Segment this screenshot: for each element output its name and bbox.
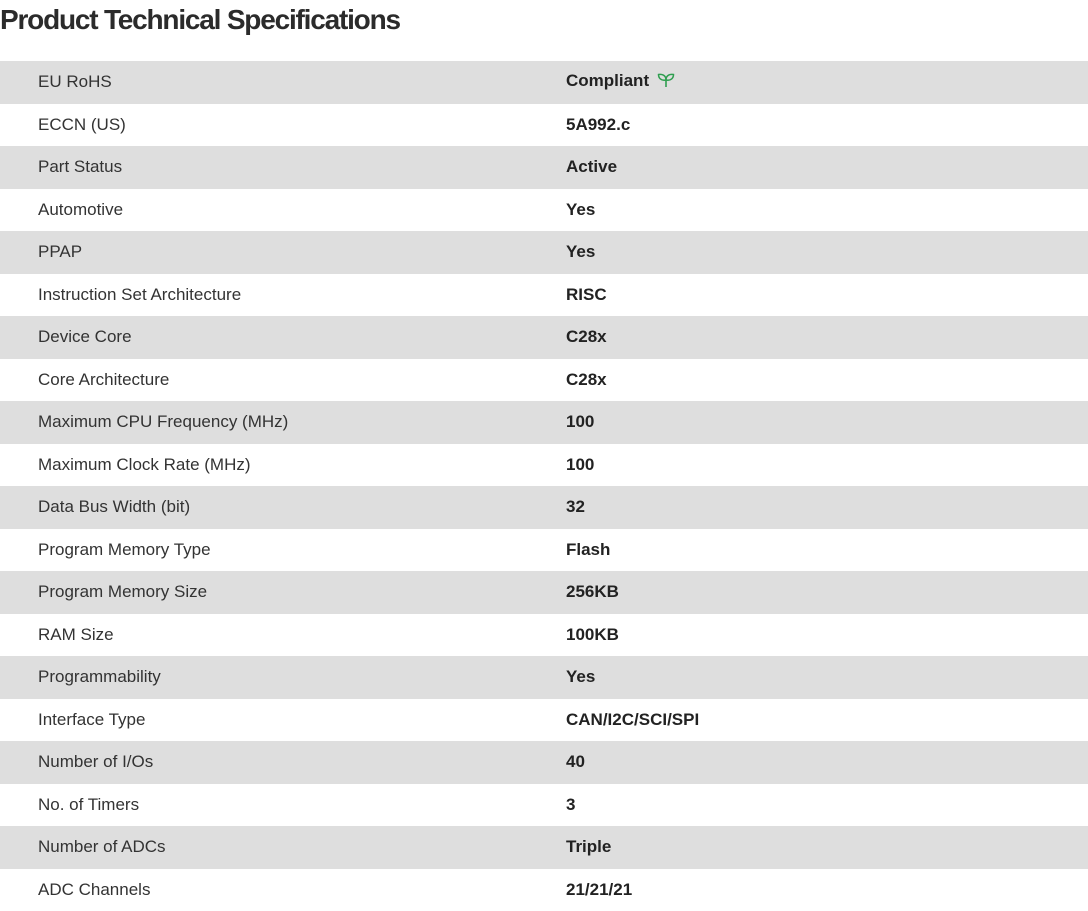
spec-value-cell: C28x <box>566 359 1088 402</box>
spec-row: Maximum CPU Frequency (MHz)100 <box>0 401 1088 444</box>
spec-value: Yes <box>566 200 595 219</box>
spec-value: Flash <box>566 540 610 559</box>
spec-value: Compliant <box>566 71 649 90</box>
spec-label: PPAP <box>0 231 566 274</box>
spec-value-cell: 100 <box>566 401 1088 444</box>
spec-label: No. of Timers <box>0 784 566 827</box>
spec-label: ECCN (US) <box>0 104 566 147</box>
spec-value-cell: C28x <box>566 316 1088 359</box>
spec-row: ECCN (US)5A992.c <box>0 104 1088 147</box>
spec-label: Data Bus Width (bit) <box>0 486 566 529</box>
spec-value-cell: CAN/I2C/SCI/SPI <box>566 699 1088 742</box>
spec-value: CAN/I2C/SCI/SPI <box>566 710 699 729</box>
spec-value: RISC <box>566 285 607 304</box>
spec-label: Maximum CPU Frequency (MHz) <box>0 401 566 444</box>
spec-label: Number of ADCs <box>0 826 566 869</box>
spec-value: 32 <box>566 497 585 516</box>
spec-row: Data Bus Width (bit)32 <box>0 486 1088 529</box>
spec-label: Device Core <box>0 316 566 359</box>
spec-value-cell: 40 <box>566 741 1088 784</box>
spec-value-cell: RISC <box>566 274 1088 317</box>
spec-label: Instruction Set Architecture <box>0 274 566 317</box>
spec-value-cell: Triple <box>566 826 1088 869</box>
spec-value-cell: 21/21/21 <box>566 869 1088 911</box>
spec-value: 100KB <box>566 625 619 644</box>
spec-label: Part Status <box>0 146 566 189</box>
spec-label: Number of I/Os <box>0 741 566 784</box>
spec-value: Active <box>566 157 617 176</box>
spec-value: Yes <box>566 667 595 686</box>
spec-label: Automotive <box>0 189 566 232</box>
spec-value-cell: 5A992.c <box>566 104 1088 147</box>
spec-value: C28x <box>566 370 607 389</box>
spec-value: 3 <box>566 795 575 814</box>
spec-value-cell: Yes <box>566 656 1088 699</box>
spec-value-cell: 100KB <box>566 614 1088 657</box>
spec-value-cell: Compliant <box>566 61 1088 104</box>
spec-value: Triple <box>566 837 611 856</box>
spec-value-cell: Yes <box>566 231 1088 274</box>
spec-value: 21/21/21 <box>566 880 632 899</box>
spec-value: 256KB <box>566 582 619 601</box>
spec-label: ADC Channels <box>0 869 566 911</box>
spec-value: 100 <box>566 412 594 431</box>
spec-value-cell: 32 <box>566 486 1088 529</box>
spec-label: Interface Type <box>0 699 566 742</box>
spec-value: 5A992.c <box>566 115 630 134</box>
spec-label: Programmability <box>0 656 566 699</box>
spec-value-cell: Active <box>566 146 1088 189</box>
spec-value-cell: Flash <box>566 529 1088 572</box>
spec-value-cell: 3 <box>566 784 1088 827</box>
spec-label: Program Memory Type <box>0 529 566 572</box>
spec-label: RAM Size <box>0 614 566 657</box>
page-title: Product Technical Specifications <box>0 2 400 38</box>
spec-label: Core Architecture <box>0 359 566 402</box>
leaf-icon <box>657 72 675 93</box>
spec-value: C28x <box>566 327 607 346</box>
spec-row: Maximum Clock Rate (MHz)100 <box>0 444 1088 487</box>
spec-value-cell: 256KB <box>566 571 1088 614</box>
spec-value: 100 <box>566 455 594 474</box>
spec-label: EU RoHS <box>0 61 566 104</box>
spec-label: Maximum Clock Rate (MHz) <box>0 444 566 487</box>
spec-value: 40 <box>566 752 585 771</box>
spec-label: Program Memory Size <box>0 571 566 614</box>
spec-value: Yes <box>566 242 595 261</box>
spec-value-cell: Yes <box>566 189 1088 232</box>
spec-value-cell: 100 <box>566 444 1088 487</box>
